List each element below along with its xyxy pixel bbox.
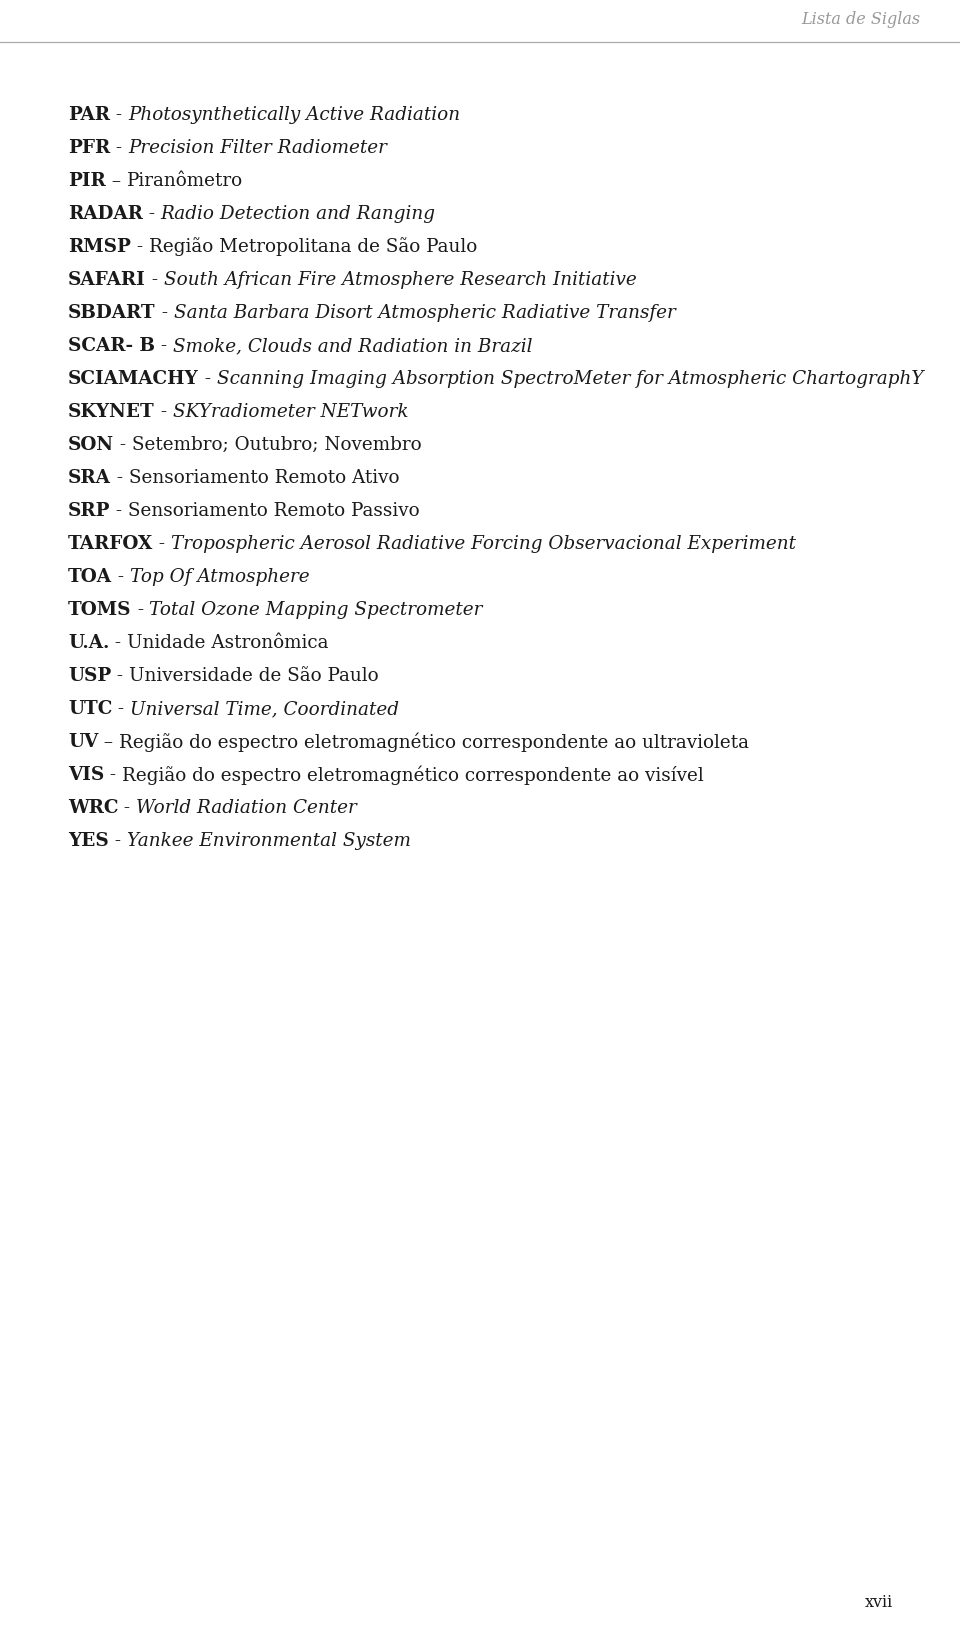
Text: SAFARI: SAFARI — [68, 271, 146, 289]
Text: Tropospheric Aerosol Radiative Forcing Observacional Experiment: Tropospheric Aerosol Radiative Forcing O… — [171, 535, 796, 553]
Text: -: - — [156, 304, 174, 322]
Text: YES: YES — [68, 832, 108, 850]
Text: VIS: VIS — [68, 765, 105, 783]
Text: -: - — [111, 667, 130, 685]
Text: PAR: PAR — [68, 106, 110, 124]
Text: -: - — [110, 503, 129, 521]
Text: Smoke, Clouds and Radiation in Brazil: Smoke, Clouds and Radiation in Brazil — [173, 336, 533, 356]
Text: xvii: xvii — [865, 1594, 893, 1611]
Text: RADAR: RADAR — [68, 206, 143, 224]
Text: -: - — [199, 370, 217, 388]
Text: -: - — [105, 765, 122, 783]
Text: SON: SON — [68, 436, 114, 454]
Text: Universidade de São Paulo: Universidade de São Paulo — [130, 667, 379, 685]
Text: Setembro; Outubro; Novembro: Setembro; Outubro; Novembro — [132, 436, 421, 454]
Text: Santa Barbara Disort Atmospheric Radiative Transfer: Santa Barbara Disort Atmospheric Radiati… — [174, 304, 675, 322]
Text: SKYradiometer NETwork: SKYradiometer NETwork — [173, 403, 408, 421]
Text: SCAR- B: SCAR- B — [68, 336, 155, 356]
Text: Piranômetro: Piranômetro — [127, 171, 243, 189]
Text: SRP: SRP — [68, 503, 110, 521]
Text: Total Ozone Mapping Spectrometer: Total Ozone Mapping Spectrometer — [150, 601, 483, 619]
Text: PIR: PIR — [68, 171, 106, 189]
Text: USP: USP — [68, 667, 111, 685]
Text: South African Fire Atmosphere Research Initiative: South African Fire Atmosphere Research I… — [163, 271, 636, 289]
Text: Universal Time, Coordinated: Universal Time, Coordinated — [131, 700, 399, 718]
Text: -: - — [114, 436, 132, 454]
Text: –: – — [98, 733, 119, 751]
Text: Radio Detection and Ranging: Radio Detection and Ranging — [160, 206, 436, 224]
Text: SRA: SRA — [68, 468, 110, 486]
Text: RMSP: RMSP — [68, 238, 131, 256]
Text: Unidade Astronômica: Unidade Astronômica — [128, 633, 328, 653]
Text: -: - — [110, 468, 129, 486]
Text: U.A.: U.A. — [68, 633, 109, 653]
Text: -: - — [155, 403, 173, 421]
Text: -: - — [108, 832, 127, 850]
Text: Região do espectro eletromagnético correspondente ao visível: Região do espectro eletromagnético corre… — [122, 765, 704, 785]
Text: Yankee Environmental System: Yankee Environmental System — [127, 832, 411, 850]
Text: Scanning Imaging Absorption SpectroMeter for Atmospheric ChartographY: Scanning Imaging Absorption SpectroMeter… — [217, 370, 924, 388]
Text: Precision Filter Radiometer: Precision Filter Radiometer — [128, 139, 387, 157]
Text: TARFOX: TARFOX — [68, 535, 154, 553]
Text: -: - — [118, 800, 136, 818]
Text: -: - — [146, 271, 163, 289]
Text: SBDART: SBDART — [68, 304, 156, 322]
Text: PFR: PFR — [68, 139, 110, 157]
Text: Sensoriamento Remoto Ativo: Sensoriamento Remoto Ativo — [129, 468, 399, 486]
Text: –: – — [106, 171, 127, 189]
Text: -: - — [110, 139, 128, 157]
Text: UTC: UTC — [68, 700, 112, 718]
Text: -: - — [112, 568, 130, 586]
Text: -: - — [154, 535, 171, 553]
Text: -: - — [112, 700, 131, 718]
Text: Top Of Atmosphere: Top Of Atmosphere — [130, 568, 309, 586]
Text: SCIAMACHY: SCIAMACHY — [68, 370, 199, 388]
Text: -: - — [132, 601, 150, 619]
Text: Região do espectro eletromagnético correspondente ao ultravioleta: Região do espectro eletromagnético corre… — [119, 733, 749, 752]
Text: TOMS: TOMS — [68, 601, 132, 619]
Text: WRC: WRC — [68, 800, 118, 818]
Text: -: - — [131, 238, 149, 256]
Text: World Radiation Center: World Radiation Center — [136, 800, 357, 818]
Text: Photosynthetically Active Radiation: Photosynthetically Active Radiation — [128, 106, 460, 124]
Text: SKYNET: SKYNET — [68, 403, 155, 421]
Text: UV: UV — [68, 733, 98, 751]
Text: TOA: TOA — [68, 568, 112, 586]
Text: -: - — [143, 206, 160, 224]
Text: Lista de Siglas: Lista de Siglas — [801, 11, 920, 28]
Text: Sensoriamento Remoto Passivo: Sensoriamento Remoto Passivo — [129, 503, 420, 521]
Text: Região Metropolitana de São Paulo: Região Metropolitana de São Paulo — [149, 238, 477, 256]
Text: -: - — [109, 633, 128, 653]
Text: -: - — [110, 106, 128, 124]
Text: -: - — [155, 336, 173, 356]
